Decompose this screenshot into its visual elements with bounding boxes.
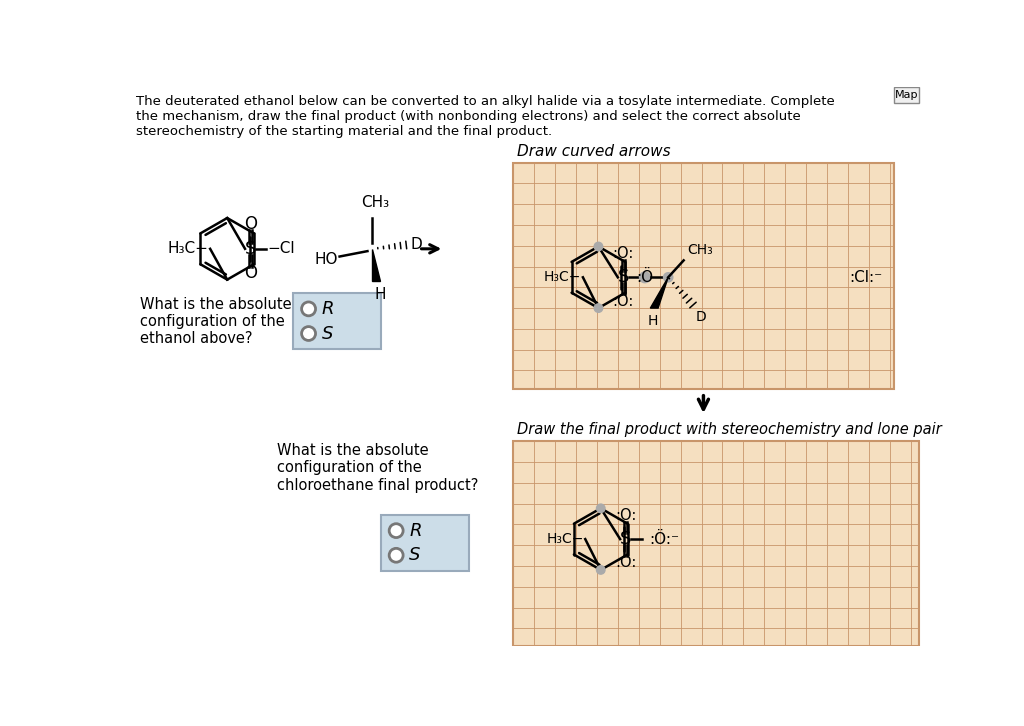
Circle shape bbox=[389, 523, 403, 537]
Text: H: H bbox=[647, 314, 657, 328]
Text: S: S bbox=[322, 325, 333, 343]
Circle shape bbox=[389, 548, 403, 562]
FancyBboxPatch shape bbox=[381, 515, 469, 571]
Text: :Ö: :Ö bbox=[636, 270, 653, 285]
Text: O: O bbox=[244, 264, 257, 282]
Bar bbox=[513, 163, 894, 389]
Text: H₃C−: H₃C− bbox=[544, 270, 582, 285]
Text: H: H bbox=[374, 287, 386, 302]
Text: HO: HO bbox=[314, 252, 338, 267]
Text: Draw the final product with stereochemistry and lone pair: Draw the final product with stereochemis… bbox=[517, 423, 942, 438]
Text: Map: Map bbox=[895, 90, 919, 99]
Text: :Ö:⁻: :Ö:⁻ bbox=[649, 531, 679, 547]
Text: D: D bbox=[410, 237, 422, 253]
Circle shape bbox=[594, 242, 603, 250]
Text: What is the absolute
configuration of the
ethanol above?: What is the absolute configuration of th… bbox=[139, 296, 291, 346]
Bar bbox=[513, 441, 919, 646]
Text: :O:: :O: bbox=[612, 246, 634, 261]
Circle shape bbox=[597, 566, 605, 574]
Text: Draw curved arrows: Draw curved arrows bbox=[517, 144, 671, 159]
Text: :O:: :O: bbox=[614, 507, 636, 523]
Text: −Cl: −Cl bbox=[267, 241, 295, 256]
Circle shape bbox=[594, 304, 603, 312]
Text: H₃C−: H₃C− bbox=[168, 241, 209, 256]
Polygon shape bbox=[650, 277, 669, 308]
Circle shape bbox=[640, 272, 650, 282]
Text: :Cl:⁻: :Cl:⁻ bbox=[849, 270, 883, 285]
Text: CH₃: CH₃ bbox=[361, 195, 389, 211]
Text: O: O bbox=[244, 215, 257, 233]
Text: H₃C−: H₃C− bbox=[547, 532, 584, 546]
Text: S: S bbox=[620, 530, 631, 548]
Circle shape bbox=[302, 302, 315, 316]
Text: S: S bbox=[245, 240, 256, 258]
Circle shape bbox=[597, 504, 605, 513]
Polygon shape bbox=[372, 249, 380, 281]
Text: D: D bbox=[696, 310, 707, 324]
Text: The deuterated ethanol below can be converted to an alkyl halide via a tosylate : The deuterated ethanol below can be conv… bbox=[136, 95, 835, 138]
Text: R: R bbox=[410, 522, 422, 539]
Circle shape bbox=[664, 273, 673, 282]
Text: S: S bbox=[617, 269, 629, 286]
Text: R: R bbox=[322, 300, 334, 318]
Text: :O:: :O: bbox=[612, 294, 634, 309]
Text: :O:: :O: bbox=[614, 555, 636, 571]
Text: What is the absolute
configuration of the
chloroethane final product?: What is the absolute configuration of th… bbox=[276, 443, 478, 493]
FancyBboxPatch shape bbox=[895, 87, 920, 102]
Text: CH₃: CH₃ bbox=[687, 243, 713, 257]
Circle shape bbox=[302, 327, 315, 340]
Text: S: S bbox=[410, 546, 421, 564]
FancyBboxPatch shape bbox=[293, 293, 381, 349]
